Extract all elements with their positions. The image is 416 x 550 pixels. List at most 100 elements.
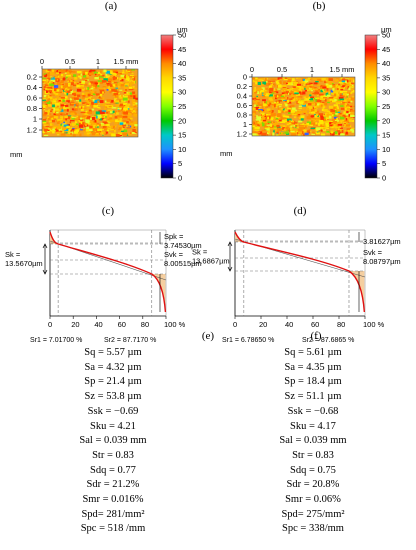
height-map-cell: [60, 133, 66, 136]
height-map-cell: [80, 73, 83, 76]
height-map-cell: [77, 94, 81, 97]
height-map-cell: [74, 124, 78, 128]
height-map-cell: [119, 77, 122, 81]
height-map-frame: [41, 68, 139, 138]
colorbar-unit: µm: [177, 25, 188, 34]
height-map-cell: [130, 122, 135, 126]
height-map-cell: [49, 131, 52, 134]
height-map-cell: [263, 124, 268, 128]
height-map-cell: [340, 83, 343, 86]
height-map-cell: [106, 120, 111, 123]
height-map-cell: [105, 102, 110, 104]
height-map-cell: [312, 93, 316, 95]
height-map-cell: [80, 108, 84, 111]
height-map-cell: [284, 77, 288, 79]
param-f-sz: Sz = 51.1 µm: [284, 391, 342, 403]
height-map-cell: [308, 103, 312, 106]
height-map-cell: [280, 121, 284, 123]
height-map-cell: [42, 104, 46, 106]
height-map-cell: [47, 129, 50, 132]
height-map-cell: [120, 74, 125, 77]
height-map-cell: [260, 87, 265, 90]
height-map-cell: [109, 114, 113, 118]
param-e-sz: Sz = 53.8 µm: [84, 391, 142, 403]
panel-f-params: Sq = 5.61 µm Sa = 4.35 µm Sp = 18.4 µm S…: [223, 346, 403, 537]
height-map-cell: [46, 101, 51, 105]
height-map-cell: [109, 132, 111, 134]
height-map-cell: [315, 118, 321, 122]
height-map-cell: [52, 101, 57, 105]
height-map-cell: [345, 112, 351, 116]
height-map-cell: [313, 87, 317, 89]
height-map-cell: [105, 131, 108, 134]
y-tick-label: 1.2: [237, 130, 247, 139]
height-map-cell: [66, 107, 70, 109]
height-map-cell: [257, 79, 263, 81]
param-f-str: Str = 0.83: [292, 449, 334, 461]
height-map-cell: [64, 83, 68, 85]
height-map-cell: [63, 73, 66, 76]
height-map-cell: [95, 93, 100, 96]
height-map-cell: [348, 87, 351, 91]
height-map-cell: [65, 90, 71, 93]
height-map-cell: [66, 98, 69, 101]
height-map-cell: [56, 104, 59, 108]
height-map-cell: [345, 117, 348, 121]
height-map-cell: [320, 115, 324, 119]
height-map-cell: [294, 98, 297, 101]
height-map-cell: [58, 93, 61, 96]
height-map-cell: [262, 113, 265, 115]
height-map-cell: [84, 102, 88, 105]
height-map-cell: [127, 91, 130, 95]
height-map-cell: [76, 84, 80, 88]
height-map-cell: [101, 105, 106, 107]
height-map-cell: [71, 108, 74, 111]
sk-arrow-top: [227, 241, 233, 247]
height-map-cell: [107, 117, 113, 121]
height-map-cell: [287, 82, 292, 86]
height-map-cell: [341, 92, 344, 95]
height-map-cell: [91, 85, 95, 88]
height-map-cell: [60, 79, 63, 81]
height-map-cell: [336, 130, 341, 132]
height-map-cell: [94, 82, 99, 85]
height-map-cell: [45, 105, 48, 107]
height-map-cell: [100, 118, 102, 121]
height-map-cell: [88, 88, 93, 91]
height-map-cell: [262, 99, 266, 102]
height-map-cell: [72, 134, 76, 137]
x-tick-label: 80: [337, 320, 345, 329]
y-unit-label: mm: [220, 149, 233, 158]
height-map-cell: [48, 90, 53, 93]
height-map-cell: [306, 95, 309, 99]
height-map-cell: [281, 132, 283, 135]
height-map-cell: [84, 83, 88, 86]
height-map-cell: [277, 127, 282, 132]
height-map-cell: [284, 100, 287, 104]
height-map-cell: [87, 135, 90, 137]
height-map-cell: [287, 79, 292, 82]
panel-b: (b)0 0.5 1 1.5 mm00.20.40.60.811.2mmµm50454…: [220, 0, 392, 183]
height-map-cell: [258, 123, 263, 127]
height-map-cell: [87, 129, 93, 132]
height-map-cell: [276, 131, 279, 135]
height-map-cell: [317, 78, 322, 81]
height-map-cell: [294, 92, 299, 95]
height-map-cell: [349, 79, 351, 83]
x-tick-label: 60: [311, 320, 319, 329]
height-map-cell: [260, 78, 265, 80]
height-map-cell: [60, 70, 66, 73]
height-map-cell: [77, 101, 82, 105]
height-map-cell: [97, 128, 103, 132]
height-map-cell: [304, 132, 309, 136]
height-map-cell: [317, 99, 322, 102]
height-map-cell: [75, 100, 80, 102]
height-map-cell: [49, 71, 55, 75]
colorbar-tick-label: 40: [178, 59, 186, 68]
height-map-cell: [70, 116, 74, 118]
y-tick-label: 0.6: [27, 94, 37, 103]
height-map-cell: [104, 106, 108, 108]
height-map-cell: [267, 117, 269, 120]
panel-letter: (c): [102, 205, 115, 217]
height-map-cell: [48, 120, 53, 123]
